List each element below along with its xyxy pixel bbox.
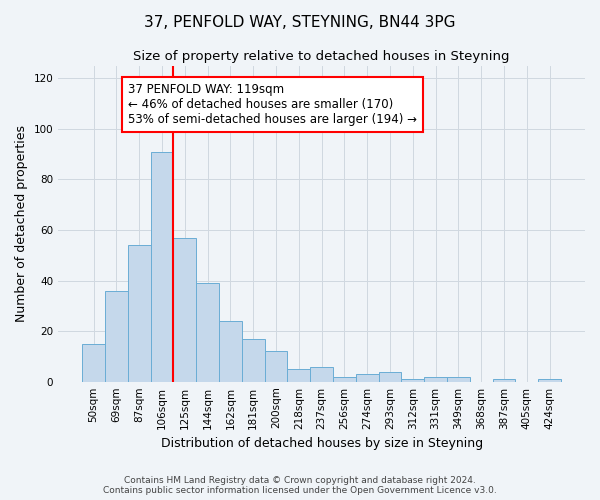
Bar — [333, 376, 356, 382]
Bar — [493, 379, 515, 382]
Bar — [219, 321, 242, 382]
Text: Contains HM Land Registry data © Crown copyright and database right 2024.
Contai: Contains HM Land Registry data © Crown c… — [103, 476, 497, 495]
Bar — [310, 366, 333, 382]
Y-axis label: Number of detached properties: Number of detached properties — [15, 125, 28, 322]
Bar — [265, 352, 287, 382]
Bar — [424, 376, 447, 382]
Bar — [447, 376, 470, 382]
Bar — [287, 369, 310, 382]
Title: Size of property relative to detached houses in Steyning: Size of property relative to detached ho… — [133, 50, 510, 63]
Text: 37, PENFOLD WAY, STEYNING, BN44 3PG: 37, PENFOLD WAY, STEYNING, BN44 3PG — [144, 15, 456, 30]
Bar — [151, 152, 173, 382]
Bar — [173, 238, 196, 382]
Bar — [242, 338, 265, 382]
Bar — [128, 245, 151, 382]
Bar — [401, 379, 424, 382]
Bar — [538, 379, 561, 382]
X-axis label: Distribution of detached houses by size in Steyning: Distribution of detached houses by size … — [161, 437, 482, 450]
Bar — [82, 344, 105, 382]
Bar — [105, 290, 128, 382]
Bar — [379, 372, 401, 382]
Text: 37 PENFOLD WAY: 119sqm
← 46% of detached houses are smaller (170)
53% of semi-de: 37 PENFOLD WAY: 119sqm ← 46% of detached… — [128, 84, 417, 126]
Bar — [196, 283, 219, 382]
Bar — [356, 374, 379, 382]
